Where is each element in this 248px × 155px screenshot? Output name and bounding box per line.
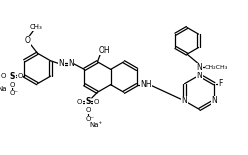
Text: N: N (68, 59, 74, 68)
Text: F: F (219, 79, 223, 88)
Text: N: N (196, 71, 202, 80)
Text: N: N (196, 63, 202, 72)
Text: O: O (0, 73, 6, 79)
Text: N: N (58, 59, 64, 68)
Text: N: N (182, 96, 187, 105)
Text: O: O (25, 36, 31, 45)
Text: O: O (18, 73, 23, 79)
Text: CH₃: CH₃ (29, 24, 42, 31)
Text: O: O (9, 82, 15, 88)
Text: CH₂CH₃: CH₂CH₃ (205, 65, 228, 70)
Text: Na: Na (0, 86, 7, 92)
Text: O: O (94, 99, 99, 105)
Text: NH: NH (140, 80, 151, 89)
Text: O⁻: O⁻ (9, 90, 18, 96)
Text: O⁻: O⁻ (85, 116, 94, 122)
Text: O: O (85, 107, 91, 113)
Text: S: S (85, 97, 91, 106)
Text: S: S (9, 72, 15, 81)
Text: O: O (77, 99, 82, 105)
Text: Na⁺: Na⁺ (89, 122, 102, 128)
Text: OH: OH (98, 46, 110, 55)
Text: N: N (211, 96, 217, 105)
